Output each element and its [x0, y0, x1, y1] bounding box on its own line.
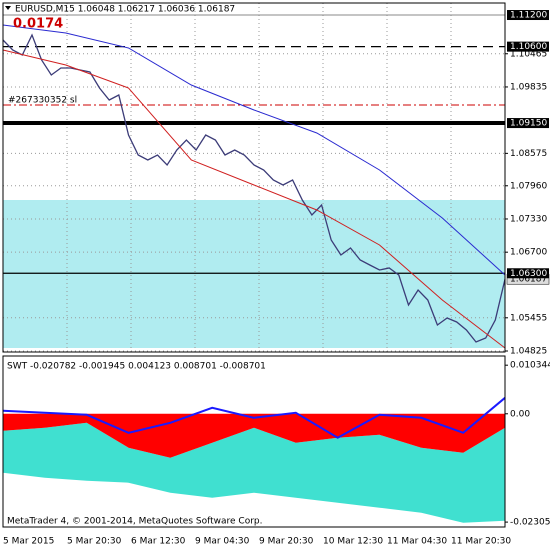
x-tick-label: 11 Mar 04:30: [387, 537, 447, 547]
level-box: [507, 41, 549, 52]
y-tick-label: 1.08575: [510, 149, 547, 159]
price-line: [2, 33, 506, 343]
title-arrow: [5, 6, 11, 10]
level-label: 1.06300: [510, 269, 547, 279]
level-label: 1.11200: [510, 11, 547, 21]
x-tick-label: 11 Mar 20:30: [451, 537, 511, 547]
level-box: [507, 118, 549, 129]
level-box: [507, 268, 549, 279]
y-tick-label: 0.010344: [510, 361, 550, 371]
cyan-area: [3, 422, 505, 523]
price-line: [2, 49, 506, 349]
chart-title: EURUSD,M15 1.06048 1.06217 1.06036 1.061…: [15, 5, 235, 15]
last-price-label: 1.06187: [510, 275, 547, 285]
y-tick-label: 0.00: [510, 409, 530, 419]
y-tick-label: 1.04825: [510, 346, 547, 356]
footer: MetaTrader 4, © 2001-2014, MetaQuotes So…: [7, 517, 263, 527]
plot-frame: [2, 2, 506, 353]
y-tick-label: 1.07960: [510, 181, 547, 191]
swt-line: [2, 397, 506, 439]
plot-frame: [2, 355, 506, 528]
x-tick-label: 5 Mar 2015: [3, 537, 54, 547]
annotation: 0.0174: [13, 17, 63, 32]
y-tick-label: 1.06700: [510, 248, 547, 258]
indicator-title: SWT -0.020782 -0.001945 0.004123 0.00870…: [7, 362, 266, 372]
zone: [3, 200, 505, 348]
y-tick-label: 1.07330: [510, 214, 547, 224]
x-tick-label: 10 Mar 12:30: [323, 537, 383, 547]
level-label: 1.09150: [510, 119, 547, 129]
level-label: 1.10600: [510, 42, 547, 52]
price-line: [2, 24, 506, 276]
x-tick-label: 6 Mar 12:30: [131, 537, 186, 547]
y-tick-label: 1.05455: [510, 313, 547, 323]
x-tick-label: 9 Mar 20:30: [259, 537, 314, 547]
y-tick-label: 1.09835: [510, 82, 547, 92]
x-tick-label: 5 Mar 20:30: [67, 537, 122, 547]
level-box: [507, 10, 549, 21]
x-tick-label: 9 Mar 04:30: [195, 537, 250, 547]
y-tick-label: -0.023056: [510, 518, 550, 528]
red-area: [3, 413, 505, 458]
y-tick-label: 1.10465: [510, 49, 547, 59]
stop-loss-label: #267330352 sl: [8, 96, 77, 106]
